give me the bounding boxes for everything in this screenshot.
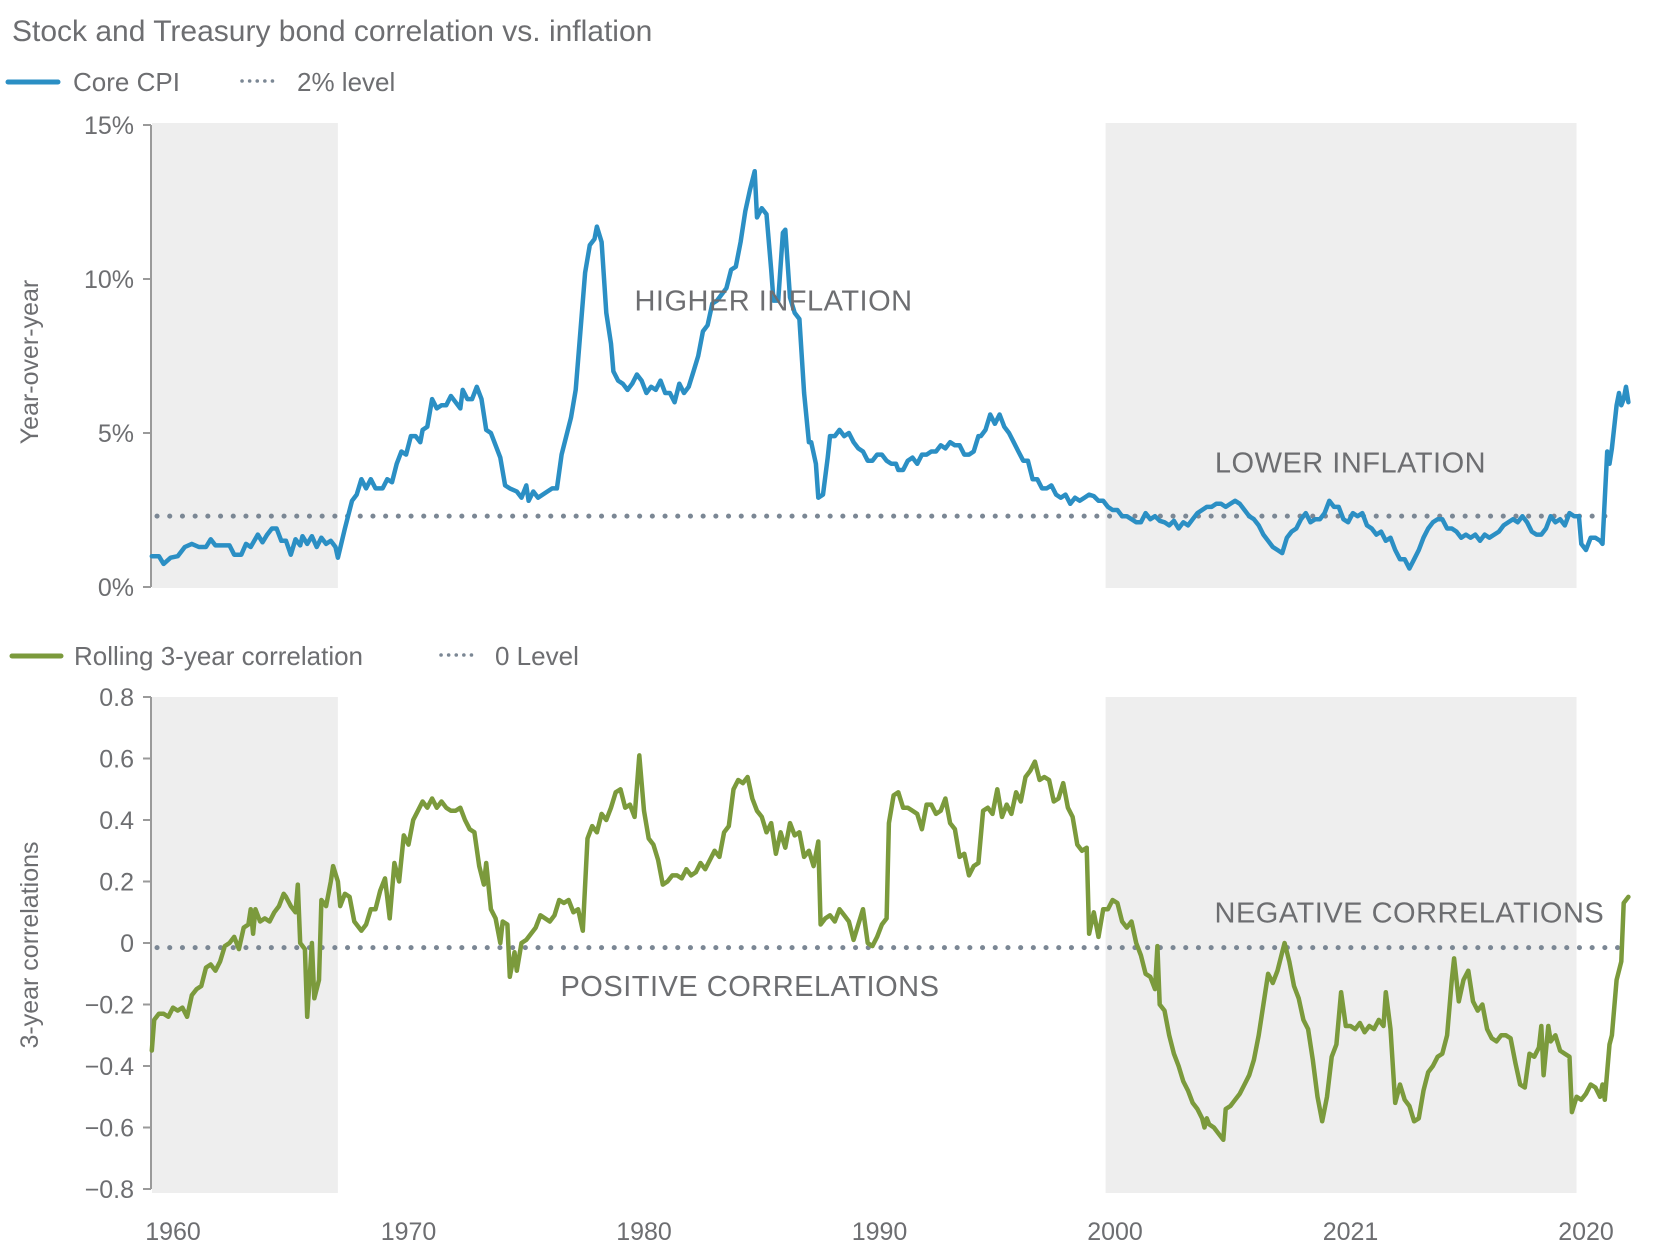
x-tick-label: 1960	[145, 1218, 201, 1246]
y-tick-label: 10%	[84, 266, 134, 294]
x-tick-label: 2021	[1323, 1218, 1379, 1246]
annotation-higher-inflation: HIGHER INFLATION	[634, 286, 912, 318]
y-tick-label: 0.4	[99, 807, 134, 835]
shaded-period-1	[152, 123, 338, 588]
legend-2pct-level-label: 2% level	[297, 67, 395, 97]
x-tick-label: 1980	[616, 1218, 672, 1246]
panel-correlation: 0.8 0.6 0.4 0.2 0 −0.2 −0.4 −0.6 −0.8 1960 1970 198…	[85, 684, 1631, 1246]
legend-correlation-label: Rolling 3-year correlation	[74, 641, 363, 671]
y-tick-label: −0.4	[85, 1053, 134, 1081]
annotation-positive-correlations: POSITIVE CORRELATIONS	[560, 971, 939, 1003]
legend-bottom: Rolling 3-year correlation 0 Level	[9, 641, 579, 671]
annotation-lower-inflation: LOWER INFLATION	[1215, 447, 1486, 479]
panel-core-cpi: 15% 10% 5% 0%	[84, 112, 1631, 602]
y-tick-label: −0.8	[85, 1176, 134, 1204]
x-tick-label: 1990	[852, 1218, 908, 1246]
x-tick-label: 1970	[381, 1218, 437, 1246]
legend-core-cpi-label: Core CPI	[73, 67, 180, 97]
chart-title: Stock and Treasury bond correlation vs. …	[12, 15, 652, 48]
y-tick-label: 0	[120, 930, 134, 958]
y-tick-label: −0.6	[85, 1115, 134, 1143]
y-tick-label: 0.6	[99, 746, 134, 774]
y-tick-label: −0.2	[85, 992, 134, 1020]
legend-top: Core CPI 2% level	[5, 67, 395, 97]
y-tick-label: 5%	[98, 420, 134, 448]
shaded-period-1	[152, 697, 338, 1193]
series-line	[149, 168, 1631, 571]
annotation-negative-correlations: NEGATIVE CORRELATIONS	[1215, 897, 1605, 929]
y-axis-title-top: Year-over-year	[16, 280, 44, 444]
shaded-period-2	[1105, 697, 1577, 1193]
legend-0-level-label: 0 Level	[495, 641, 579, 671]
y-tick-label: 15%	[84, 112, 134, 140]
y-axis-title-bottom: 3-year correlations	[16, 841, 44, 1048]
series-line	[149, 753, 1631, 1143]
x-tick-label: 2000	[1087, 1218, 1143, 1246]
y-tick-label: 0.2	[99, 869, 134, 897]
y-tick-label: 0%	[98, 574, 134, 602]
x-tick-label: 2020	[1558, 1218, 1614, 1246]
y-tick-label: 0.8	[99, 684, 134, 712]
